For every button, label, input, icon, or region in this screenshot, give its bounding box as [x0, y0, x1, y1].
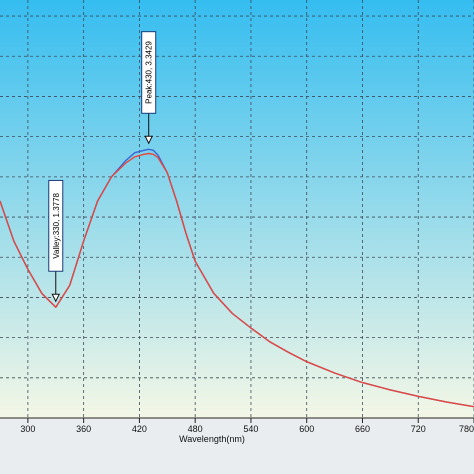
peak-label: Peak:430, 3.3429 — [145, 41, 154, 104]
valley-arrow-head — [51, 293, 61, 303]
peak-arrow-head — [144, 135, 154, 145]
x-axis-title: Wavelength(nm) — [179, 434, 245, 444]
peak-label-box — [141, 31, 157, 114]
x-tick-label: 720 — [411, 424, 426, 434]
axis-strip — [0, 418, 474, 474]
x-tick-label: 360 — [76, 424, 91, 434]
x-tick-label: 780 — [459, 424, 474, 434]
series-lines — [0, 148, 474, 408]
series-line-2 — [0, 152, 474, 408]
valley-label-box — [48, 179, 64, 272]
peak-annotation: Peak:430, 3.3429 — [141, 31, 157, 145]
x-axis: 300 360 420 480 540 600 660 720 780 — [0, 417, 474, 434]
plot-background — [0, 0, 474, 418]
grid-lines — [0, 0, 474, 418]
x-tick-label: 600 — [299, 424, 314, 434]
x-tick-label: 300 — [20, 424, 35, 434]
annotations: Peak:430, 3.3429 Valley:330, 1.3778 — [48, 31, 157, 303]
x-tick-label: 660 — [355, 424, 370, 434]
x-tick-label: 480 — [188, 424, 203, 434]
valley-label: Valley:330, 1.3778 — [52, 192, 61, 258]
valley-annotation: Valley:330, 1.3778 — [48, 179, 64, 303]
x-tick-label: 420 — [132, 424, 147, 434]
x-tick-label: 540 — [243, 424, 258, 434]
